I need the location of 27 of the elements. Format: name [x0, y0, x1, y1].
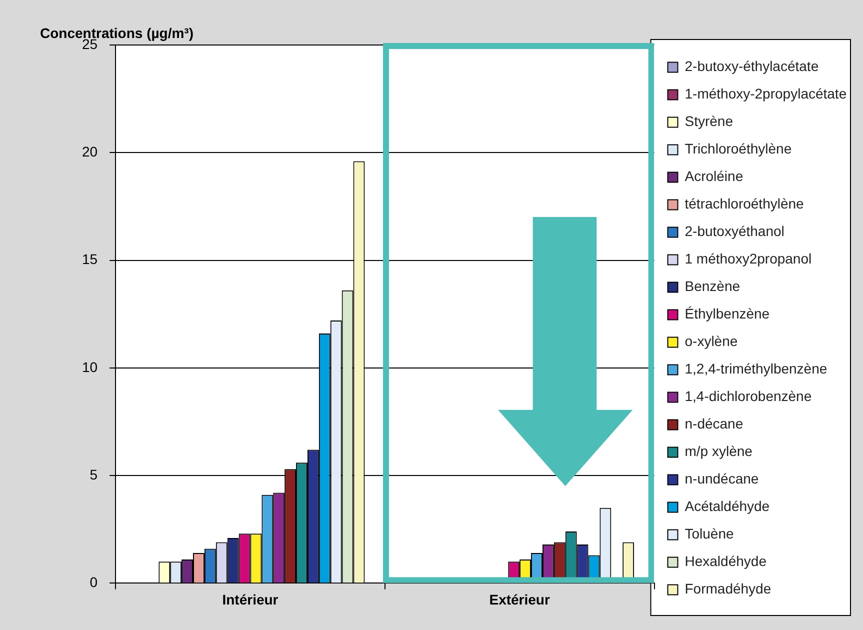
x-tick-label: Extérieur [489, 591, 550, 608]
legend-label: 1 méthoxy2propanol [684, 250, 812, 267]
legend-label: Éthylbenzène [684, 306, 770, 322]
x-tick-label: Intérieur [222, 591, 279, 608]
legend-label: Acroléine [684, 168, 744, 184]
legend-label: Benzène [684, 278, 740, 294]
legend-label: tétrachloroéthylène [684, 196, 804, 212]
legend-label: Formadéhyde [684, 580, 772, 597]
legend-label: n-undécane [684, 470, 759, 487]
legend-label: o-xylène [684, 333, 738, 350]
legend-label: Hexaldéhyde [684, 553, 767, 570]
y-tick-label: 5 [90, 466, 98, 482]
legend-label: 2-butoxyéthanol [684, 223, 784, 240]
legend-label: Toluène [684, 526, 734, 542]
legend-label: Trichloroéthylène [684, 140, 792, 157]
y-tick-label: 20 [82, 144, 98, 160]
legend-label: m/p xylène [684, 443, 753, 460]
y-tick-label: 10 [82, 358, 98, 375]
legend-label: Acétaldéhyde [684, 498, 770, 514]
legend-label: 1,2,4-triméthylbenzène [684, 360, 828, 377]
y-tick-label: 0 [90, 574, 98, 590]
legend-label: Styrène [684, 113, 734, 130]
legend-label: 1,4-dichlorobenzène [684, 388, 812, 404]
legend-label: n-décane [684, 416, 744, 432]
legend-label: 1-méthoxy-2propylacétate [684, 86, 847, 102]
y-tick-label: 15 [82, 251, 98, 268]
legend-label: 2-butoxy-éthylacétate [684, 58, 819, 74]
